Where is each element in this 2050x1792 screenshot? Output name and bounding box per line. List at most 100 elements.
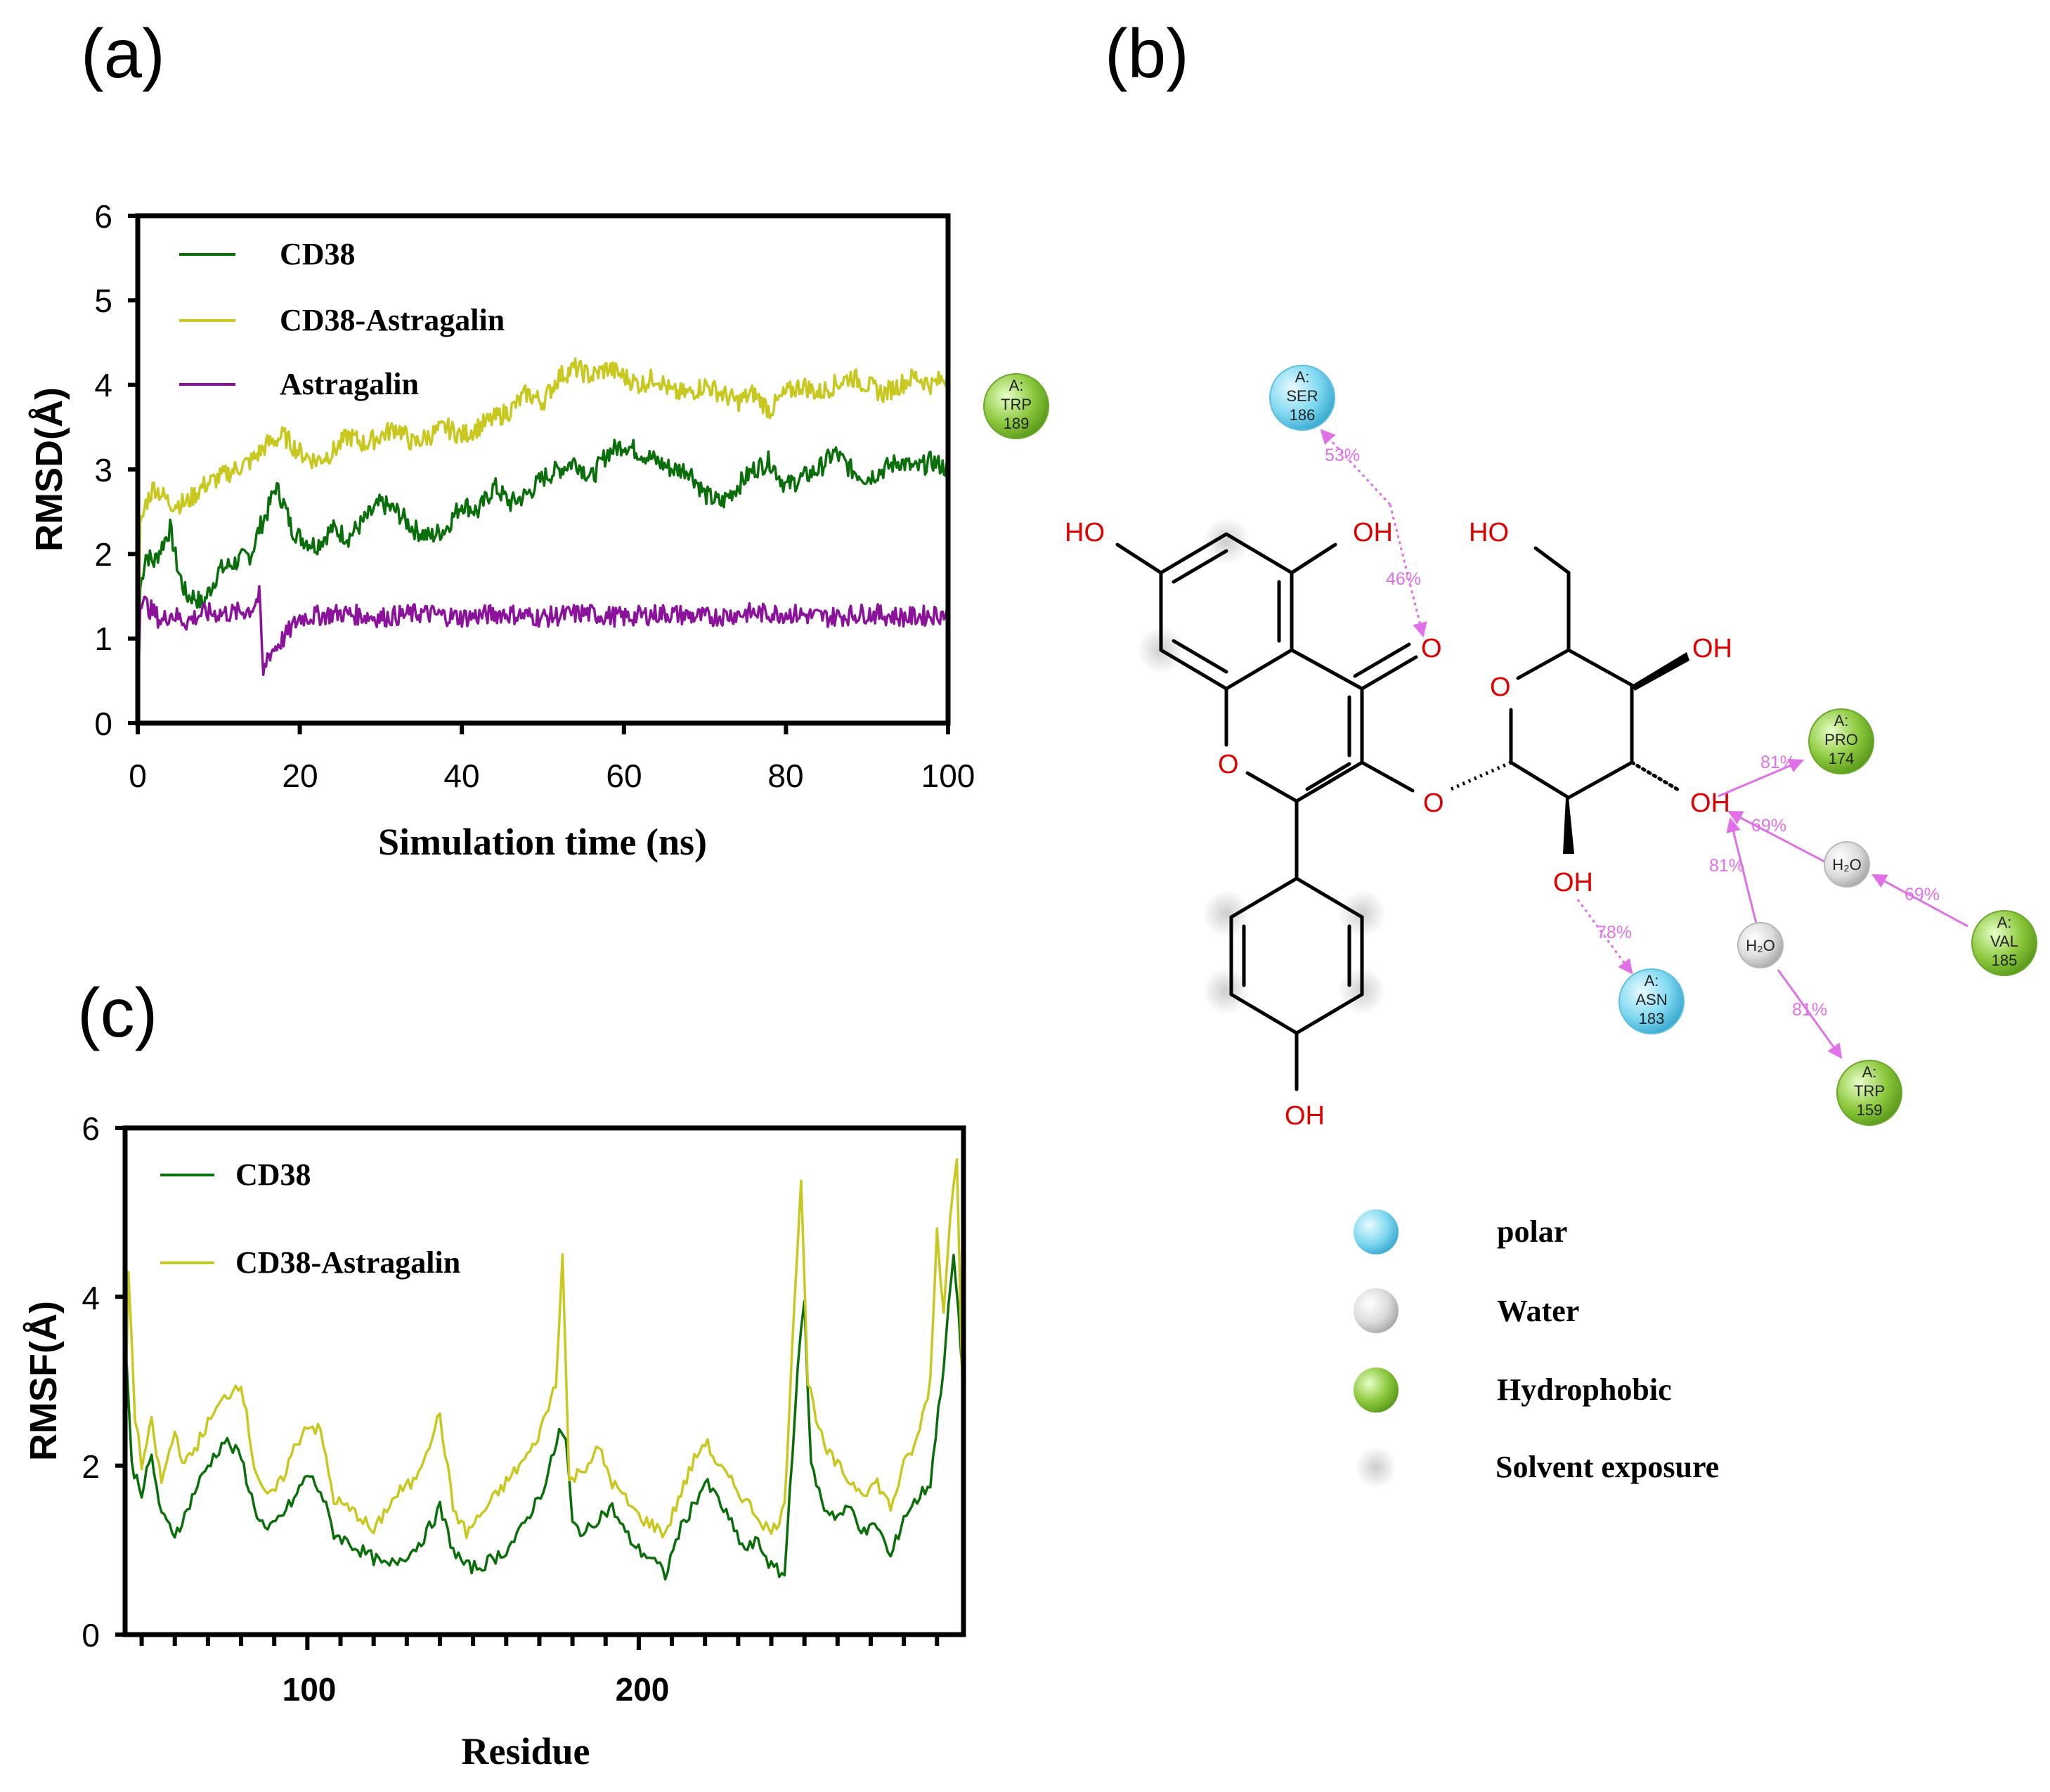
residue-chain: A: bbox=[1862, 1063, 1877, 1081]
residue-chain: A: bbox=[1834, 712, 1849, 729]
atom-o-carbonyl: O bbox=[1421, 634, 1442, 663]
pct-ser-b: 46% bbox=[1386, 569, 1421, 589]
wedge-bond bbox=[1632, 652, 1689, 691]
key-hydrophobic-swatch bbox=[1354, 1368, 1399, 1413]
series-line-astragalin bbox=[136, 585, 949, 724]
atom-o-ring-c: O bbox=[1218, 750, 1239, 779]
hashed-bond bbox=[1446, 760, 1512, 793]
key-hydrophobic-label: Hydrophobic bbox=[1497, 1372, 1672, 1407]
atom-ho-ch2: HO bbox=[1469, 518, 1509, 547]
rmsf-plot-frame bbox=[122, 1125, 966, 1637]
residue-chain: A: bbox=[1295, 368, 1310, 386]
pct-oh-w1: 69% bbox=[1751, 816, 1786, 836]
wedge-bond bbox=[1563, 798, 1574, 854]
legend-label-astragalin: Astragalin bbox=[280, 367, 419, 401]
water-label: H₂O bbox=[1832, 856, 1862, 874]
water-label: H₂O bbox=[1746, 937, 1775, 954]
residue-name: ASN bbox=[1635, 991, 1667, 1008]
rmsf-ytick-0: 0 bbox=[82, 1617, 100, 1654]
water-1: H₂O bbox=[1824, 841, 1870, 888]
ligand-interaction-diagram: HO OH HO O O O O OH OH OH OH 53% 46% 81%… bbox=[983, 365, 2037, 1131]
rmsd-ytick-6: 6 bbox=[94, 198, 112, 235]
rmsd-ytick-5: 5 bbox=[94, 283, 112, 319]
residue-name: TRP bbox=[1001, 396, 1032, 413]
legend-label-cd38-c: CD38 bbox=[235, 1157, 311, 1192]
pct-ser-a: 53% bbox=[1325, 446, 1360, 465]
atom-oh-sugar-2: OH bbox=[1553, 868, 1593, 897]
series-line-cd38 bbox=[124, 1254, 965, 1581]
pct-w2-trp: 81% bbox=[1792, 1000, 1827, 1020]
rmsf-ylabel: RMSF(Å) bbox=[22, 1301, 65, 1461]
rmsd-xtick-40: 40 bbox=[443, 758, 479, 794]
residue-number: 159 bbox=[1857, 1101, 1883, 1119]
rmsd-xlabel: Simulation time (ns) bbox=[378, 821, 707, 863]
residue-name: PRO bbox=[1824, 731, 1858, 748]
rmsd-xtick-20: 20 bbox=[282, 758, 318, 794]
rmsd-xtick-100: 100 bbox=[921, 758, 975, 794]
atom-o-ring-sugar: O bbox=[1490, 673, 1511, 702]
key-water-label: Water bbox=[1497, 1294, 1579, 1328]
pct-w1-val: 69% bbox=[1905, 885, 1940, 904]
key-polar-swatch bbox=[1354, 1209, 1399, 1254]
solvent-halo bbox=[1202, 890, 1250, 937]
rmsf-xtick-200: 200 bbox=[616, 1671, 670, 1708]
rmsf-xlabel: Residue bbox=[461, 1730, 590, 1772]
atom-oh-b4: OH bbox=[1285, 1101, 1325, 1131]
rmsd-axis-ticks bbox=[128, 214, 950, 734]
water-2: H₂O bbox=[1737, 922, 1784, 968]
atom-oh-sugar-4: OH bbox=[1692, 634, 1732, 663]
key-solvent-swatch bbox=[1355, 1446, 1397, 1488]
rmsf-series-group bbox=[124, 1157, 965, 1581]
rmsd-ytick-2: 2 bbox=[94, 536, 112, 573]
legend-label-cd38: CD38 bbox=[280, 237, 356, 271]
rmsf-ytick-2: 2 bbox=[82, 1448, 100, 1485]
series-line-cd38 bbox=[136, 439, 949, 724]
panel-label-c: (c) bbox=[77, 974, 157, 1051]
rmsf-ytick-4: 4 bbox=[82, 1280, 100, 1316]
residue-number: 189 bbox=[1004, 415, 1030, 432]
interaction-lines bbox=[1320, 429, 1968, 1059]
rmsd-ylabel: RMSD(Å) bbox=[28, 387, 70, 552]
residue-pro174: A: PRO 174 bbox=[1808, 708, 1874, 774]
pct-pro: 81% bbox=[1760, 753, 1796, 772]
rmsd-xtick-60: 60 bbox=[606, 758, 642, 794]
legend-label-complex: CD38-Astragalin bbox=[280, 303, 505, 337]
solvent-halo bbox=[1202, 967, 1250, 1015]
panel-label-a: (a) bbox=[81, 15, 165, 92]
rmsd-ytick-0: 0 bbox=[94, 706, 112, 742]
interaction-key: polar Water Hydrophobic Solvent exposure bbox=[1354, 1209, 1719, 1488]
residue-chain: A: bbox=[1997, 914, 2012, 931]
residue-name: SER bbox=[1286, 387, 1318, 405]
residue-number: 183 bbox=[1639, 1010, 1665, 1027]
residue-number: 174 bbox=[1829, 750, 1855, 767]
residue-chain: A: bbox=[1009, 377, 1024, 394]
legend-label-complex-c: CD38-Astragalin bbox=[235, 1245, 460, 1280]
pct-asn: 78% bbox=[1597, 923, 1632, 942]
atom-ho-a7: HO bbox=[1065, 518, 1105, 547]
rmsd-chart: 0 1 2 3 4 5 6 0 20 40 60 80 100 Simulati… bbox=[28, 198, 975, 863]
rmsd-plot-frame bbox=[135, 213, 951, 726]
atom-o-glycosidic: O bbox=[1423, 788, 1444, 818]
residue-number: 186 bbox=[1290, 406, 1316, 424]
residue-chain: A: bbox=[1644, 972, 1659, 989]
rmsf-axis-ticks bbox=[115, 1126, 940, 1650]
rmsf-chart: 0 2 4 6 100 200 Residue RMSF(Å) CD38 CD3… bbox=[22, 1110, 966, 1772]
residue-asn183: A: ASN 183 bbox=[1618, 968, 1685, 1034]
residue-ser186: A: SER 186 bbox=[1269, 365, 1335, 431]
residue-number: 185 bbox=[1992, 952, 2018, 969]
residue-name: TRP bbox=[1854, 1082, 1885, 1100]
series-line-cd38-astragalin bbox=[124, 1157, 965, 1540]
residue-trp159: A: TRP 159 bbox=[1836, 1060, 1902, 1126]
series-line-cd38-astragalin bbox=[136, 357, 949, 724]
rmsd-series-group bbox=[136, 357, 949, 724]
rmsd-xtick-0: 0 bbox=[129, 758, 147, 794]
key-water-swatch bbox=[1354, 1288, 1399, 1333]
rmsf-ytick-6: 6 bbox=[82, 1110, 100, 1147]
rmsd-ytick-1: 1 bbox=[94, 621, 112, 657]
rmsd-xtick-80: 80 bbox=[767, 758, 803, 794]
pct-oh-w2: 81% bbox=[1709, 856, 1744, 876]
key-solvent-label: Solvent exposure bbox=[1496, 1450, 1719, 1484]
rmsd-ytick-4: 4 bbox=[94, 367, 112, 403]
key-polar-label: polar bbox=[1497, 1214, 1567, 1249]
